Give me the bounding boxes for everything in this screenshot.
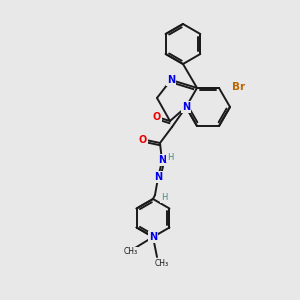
Text: N: N	[149, 232, 157, 242]
Text: Br: Br	[232, 82, 245, 92]
Text: N: N	[182, 102, 190, 112]
Text: O: O	[139, 135, 147, 145]
Text: CH₃: CH₃	[155, 259, 169, 268]
Text: N: N	[154, 172, 162, 182]
Text: H: H	[161, 194, 167, 202]
Text: N: N	[167, 75, 175, 85]
Text: CH₃: CH₃	[124, 248, 138, 256]
Text: N: N	[158, 155, 166, 165]
Text: H: H	[167, 152, 173, 161]
Text: O: O	[153, 112, 161, 122]
